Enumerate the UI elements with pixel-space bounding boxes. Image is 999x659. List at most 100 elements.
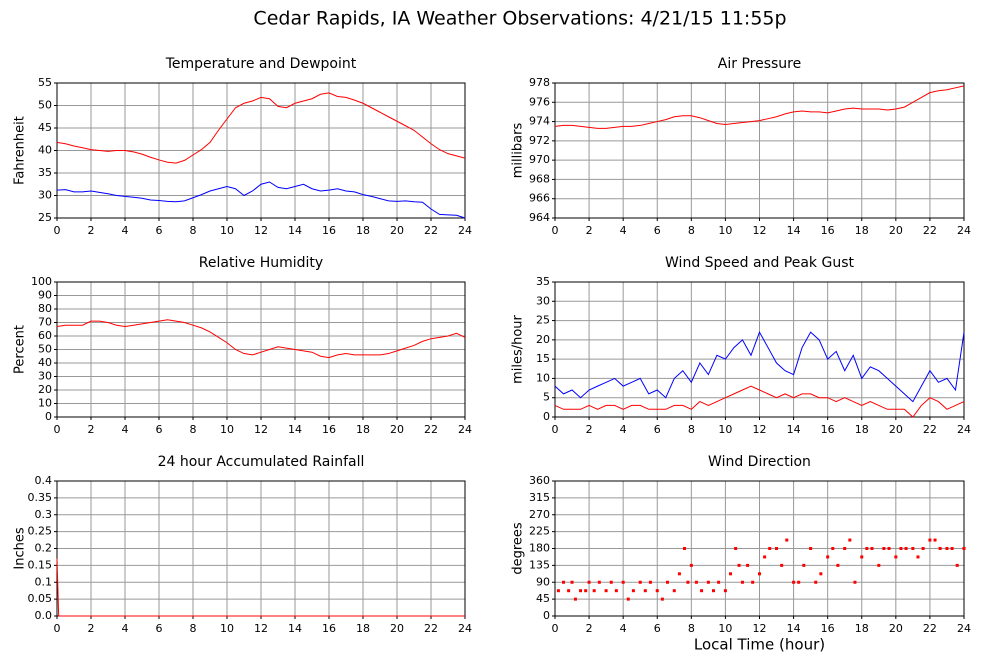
data-point xyxy=(848,538,852,542)
x-tick-label: 16 xyxy=(821,622,835,635)
data-line xyxy=(554,85,965,129)
x-tick-label: 4 xyxy=(122,622,129,635)
y-tick-label: 50 xyxy=(38,343,52,356)
data-point xyxy=(831,547,835,550)
x-tick-label: 0 xyxy=(54,423,61,436)
x-tick-label: 16 xyxy=(821,224,835,237)
x-tick-label: 4 xyxy=(620,423,627,436)
y-tick-label: 60 xyxy=(38,329,52,342)
y-tick-label: 970 xyxy=(529,153,550,166)
data-point xyxy=(638,580,642,584)
data-point xyxy=(802,563,806,567)
x-tick-label: 10 xyxy=(718,224,732,237)
data-point xyxy=(792,580,796,584)
y-tick-label: 978 xyxy=(529,76,550,89)
y-tick-label: 0 xyxy=(543,609,550,622)
x-tick-label: 24 xyxy=(957,224,971,237)
data-point xyxy=(865,547,869,550)
y-tick-label: 135 xyxy=(529,558,550,571)
y-tick-label: 225 xyxy=(529,525,550,538)
y-tick-label: 964 xyxy=(529,211,550,224)
y-tick-label: 40 xyxy=(38,144,52,157)
x-tick-label: 22 xyxy=(424,622,438,635)
data-point xyxy=(780,563,784,567)
x-tick-label: 14 xyxy=(787,224,801,237)
data-point xyxy=(631,589,635,593)
x-tick-label: 8 xyxy=(688,224,695,237)
x-tick-label: 22 xyxy=(923,224,937,237)
x-tick-label: 2 xyxy=(88,224,95,237)
x-tick-label: 8 xyxy=(190,224,197,237)
data-point xyxy=(579,589,583,593)
y-tick-label: 10 xyxy=(536,371,550,384)
x-tick-label: 0 xyxy=(54,622,61,635)
data-point xyxy=(672,589,676,593)
data-point xyxy=(643,589,647,593)
data-point xyxy=(604,589,608,593)
chart-title: Air Pressure xyxy=(718,56,801,72)
data-point xyxy=(921,547,925,550)
y-tick-label: 0.2 xyxy=(35,542,53,555)
data-point xyxy=(587,580,591,584)
data-point xyxy=(597,580,601,584)
y-axis-label: Fahrenheit xyxy=(13,116,28,185)
x-tick-label: 24 xyxy=(458,423,472,436)
x-tick-label: 0 xyxy=(552,224,559,237)
y-tick-label: 20 xyxy=(536,333,550,346)
x-tick-label: 12 xyxy=(254,224,268,237)
x-tick-label: 6 xyxy=(654,622,661,635)
y-axis-label: miles/hour xyxy=(511,314,526,383)
x-tick-label: 10 xyxy=(718,423,732,436)
data-point xyxy=(706,580,710,584)
x-tick-label: 6 xyxy=(654,423,661,436)
data-point xyxy=(614,589,618,593)
y-tick-label: 5 xyxy=(543,391,550,404)
y-tick-label: 315 xyxy=(529,491,550,504)
data-point xyxy=(763,555,767,559)
data-point xyxy=(950,547,954,550)
x-tick-label: 22 xyxy=(923,423,937,436)
data-point xyxy=(592,589,596,593)
data-point xyxy=(660,597,664,601)
x-tick-label: 6 xyxy=(654,224,661,237)
data-point xyxy=(655,589,659,593)
y-tick-label: 0.15 xyxy=(28,558,53,571)
data-point xyxy=(740,580,744,584)
x-tick-label: 12 xyxy=(254,423,268,436)
y-tick-label: 0 xyxy=(45,410,52,423)
data-point xyxy=(683,547,687,550)
y-tick-label: 40 xyxy=(38,356,52,369)
y-axis-label: Percent xyxy=(13,325,28,374)
data-point xyxy=(686,580,690,584)
data-point xyxy=(700,589,704,593)
data-line xyxy=(56,319,466,359)
x-tick-label: 10 xyxy=(220,622,234,635)
y-tick-label: 20 xyxy=(38,383,52,396)
y-tick-label: 968 xyxy=(529,172,550,185)
y-tick-label: 70 xyxy=(38,316,52,329)
x-tick-label: 6 xyxy=(156,423,163,436)
y-tick-label: 0 xyxy=(543,410,550,423)
data-point xyxy=(809,547,813,550)
data-point xyxy=(711,589,715,593)
data-point xyxy=(877,563,881,567)
data-point xyxy=(836,563,840,567)
data-point xyxy=(785,538,789,542)
x-tick-label: 20 xyxy=(390,622,404,635)
x-tick-label: 24 xyxy=(957,423,971,436)
x-tick-label: 18 xyxy=(356,622,370,635)
x-tick-label: 8 xyxy=(688,622,695,635)
x-tick-label: 14 xyxy=(288,224,302,237)
data-point xyxy=(729,572,733,576)
x-tick-label: 22 xyxy=(424,423,438,436)
page-title: Cedar Rapids, IA Weather Observations: 4… xyxy=(253,8,786,30)
data-point xyxy=(758,572,761,576)
data-point xyxy=(860,555,864,559)
data-line xyxy=(56,92,466,164)
x-tick-label: 12 xyxy=(254,622,268,635)
data-point xyxy=(814,580,818,584)
data-point xyxy=(584,589,588,593)
data-point xyxy=(723,589,727,593)
x-tick-label: 10 xyxy=(220,224,234,237)
